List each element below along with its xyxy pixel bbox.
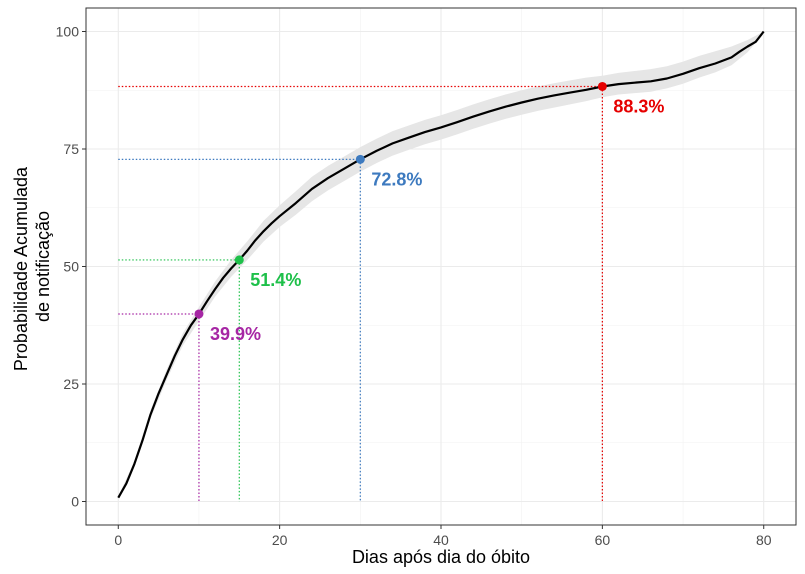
x-tick-label: 20 [272,532,288,548]
y-tick-label: 25 [63,376,79,392]
plot-area: 39.9% 51.4% 72.8% 88.3% [86,8,796,525]
y-tick-label: 0 [71,494,79,510]
data-label: 51.4% [250,270,301,290]
x-tick-label: 40 [433,532,449,548]
data-point [355,154,365,164]
x-tick-label: 60 [595,532,611,548]
axes: 0 20 40 60 80 0 25 50 75 100 [56,7,797,548]
y-tick-label: 50 [63,259,79,275]
data-label: 88.3% [613,96,664,116]
data-point [597,81,607,91]
x-tick-label: 0 [114,532,122,548]
y-axis-title: Probabilidade Acumulada de notificação [11,162,53,371]
y-axis-title-line-1: Probabilidade Acumulada [11,166,31,371]
x-axis-title: Dias após dia do óbito [352,547,530,567]
y-tick-label: 100 [56,24,80,40]
series-line [117,30,765,499]
x-tick-label: 80 [756,532,772,548]
data-point [234,255,244,265]
data-label: 39.9% [210,324,261,344]
confidence-band [118,31,764,500]
data-label: 72.8% [371,169,422,189]
y-tick-label: 75 [63,141,79,157]
y-axis-title-line-2: de notificação [33,211,53,322]
data-point [194,309,204,319]
